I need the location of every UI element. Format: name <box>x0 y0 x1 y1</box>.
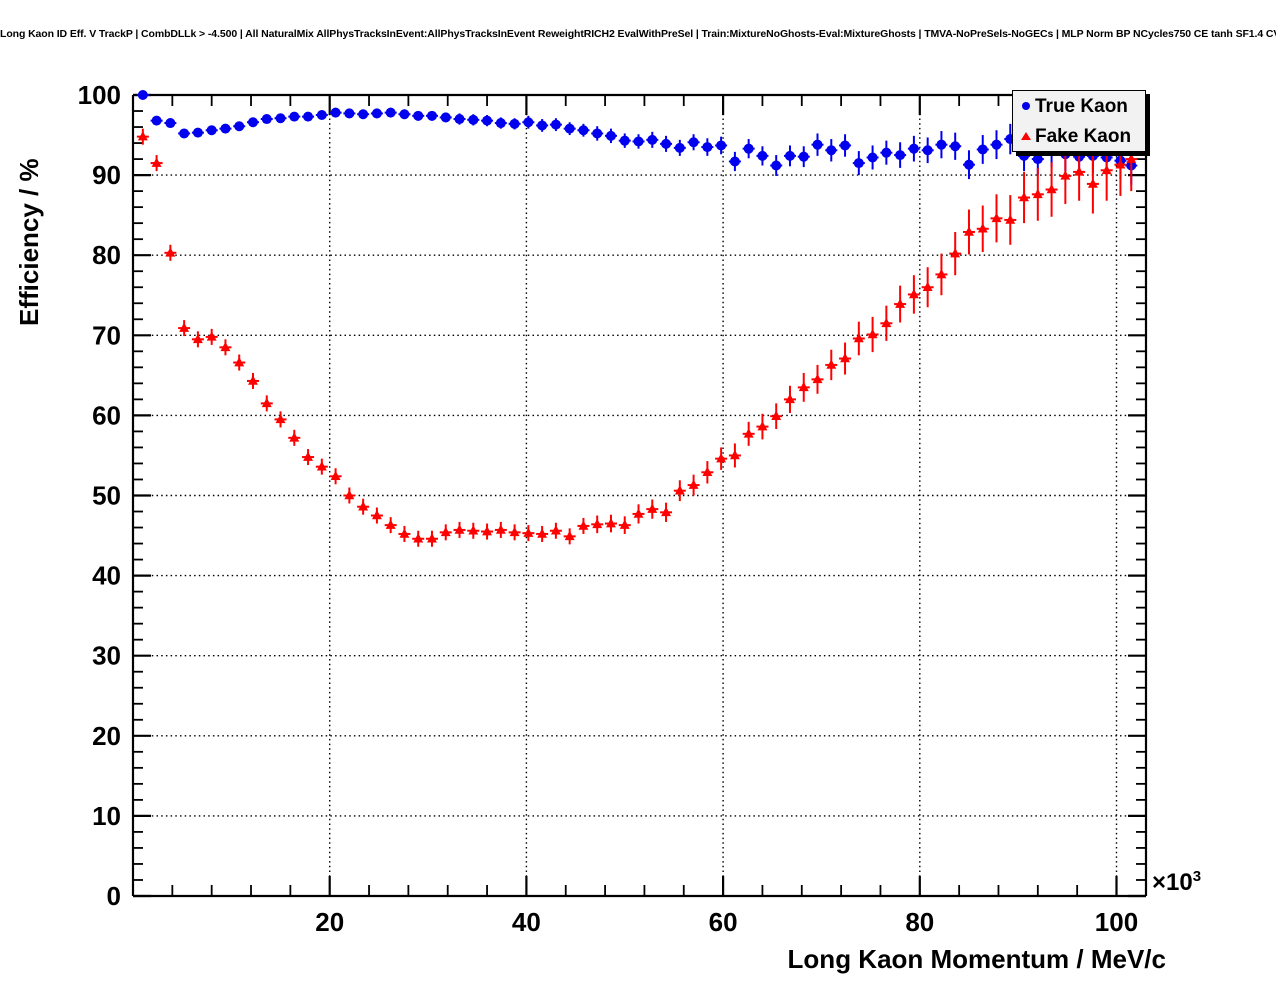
y-tick-label: 80 <box>92 240 121 270</box>
y-tick-label: 20 <box>92 721 121 751</box>
x-axis-exponent-label: ×103 <box>1152 868 1201 897</box>
series-fake-kaon <box>136 127 1138 547</box>
legend-label-fake-kaon: Fake Kaon <box>1035 125 1132 147</box>
x-tick-label: 80 <box>905 907 934 937</box>
y-tick-label: 50 <box>92 481 121 511</box>
y-tick-label: 0 <box>107 881 121 911</box>
y-tick-label: 70 <box>92 320 121 350</box>
plot-title: Long Kaon ID Eff. V TrackP | CombDLLk > … <box>0 28 1276 40</box>
exponent-prefix: ×10 <box>1152 869 1193 896</box>
axis-tick-labels: 0 10 20 30 40 50 60 70 80 90 100 20 40 60 80 100 <box>78 80 1139 937</box>
fake-kaon-marker-icon <box>1017 128 1035 144</box>
grid-lines <box>133 95 1146 896</box>
exponent-power: 3 <box>1192 868 1202 885</box>
data-series-layer <box>136 90 1138 547</box>
y-tick-label: 100 <box>78 80 121 110</box>
x-tick-label: 40 <box>512 907 541 937</box>
y-tick-label: 40 <box>92 561 121 591</box>
y-tick-label: 60 <box>92 400 121 430</box>
y-tick-label: 90 <box>92 160 121 190</box>
legend-entry-true-kaon: True Kaon <box>1013 91 1145 121</box>
x-axis-title: Long Kaon Momentum / MeV/c <box>787 944 1166 974</box>
y-tick-label: 10 <box>92 801 121 831</box>
true-kaon-marker-icon <box>1017 98 1035 114</box>
series-true-kaon <box>136 90 1138 185</box>
legend-label-true-kaon: True Kaon <box>1035 95 1128 117</box>
legend: True Kaon Fake Kaon <box>1012 90 1146 152</box>
x-tick-label: 100 <box>1095 907 1138 937</box>
axis-frame <box>131 93 1148 898</box>
x-tick-label: 20 <box>315 907 344 937</box>
y-tick-label: 30 <box>92 641 121 671</box>
legend-entry-fake-kaon: Fake Kaon <box>1013 121 1145 151</box>
x-tick-label: 60 <box>709 907 738 937</box>
